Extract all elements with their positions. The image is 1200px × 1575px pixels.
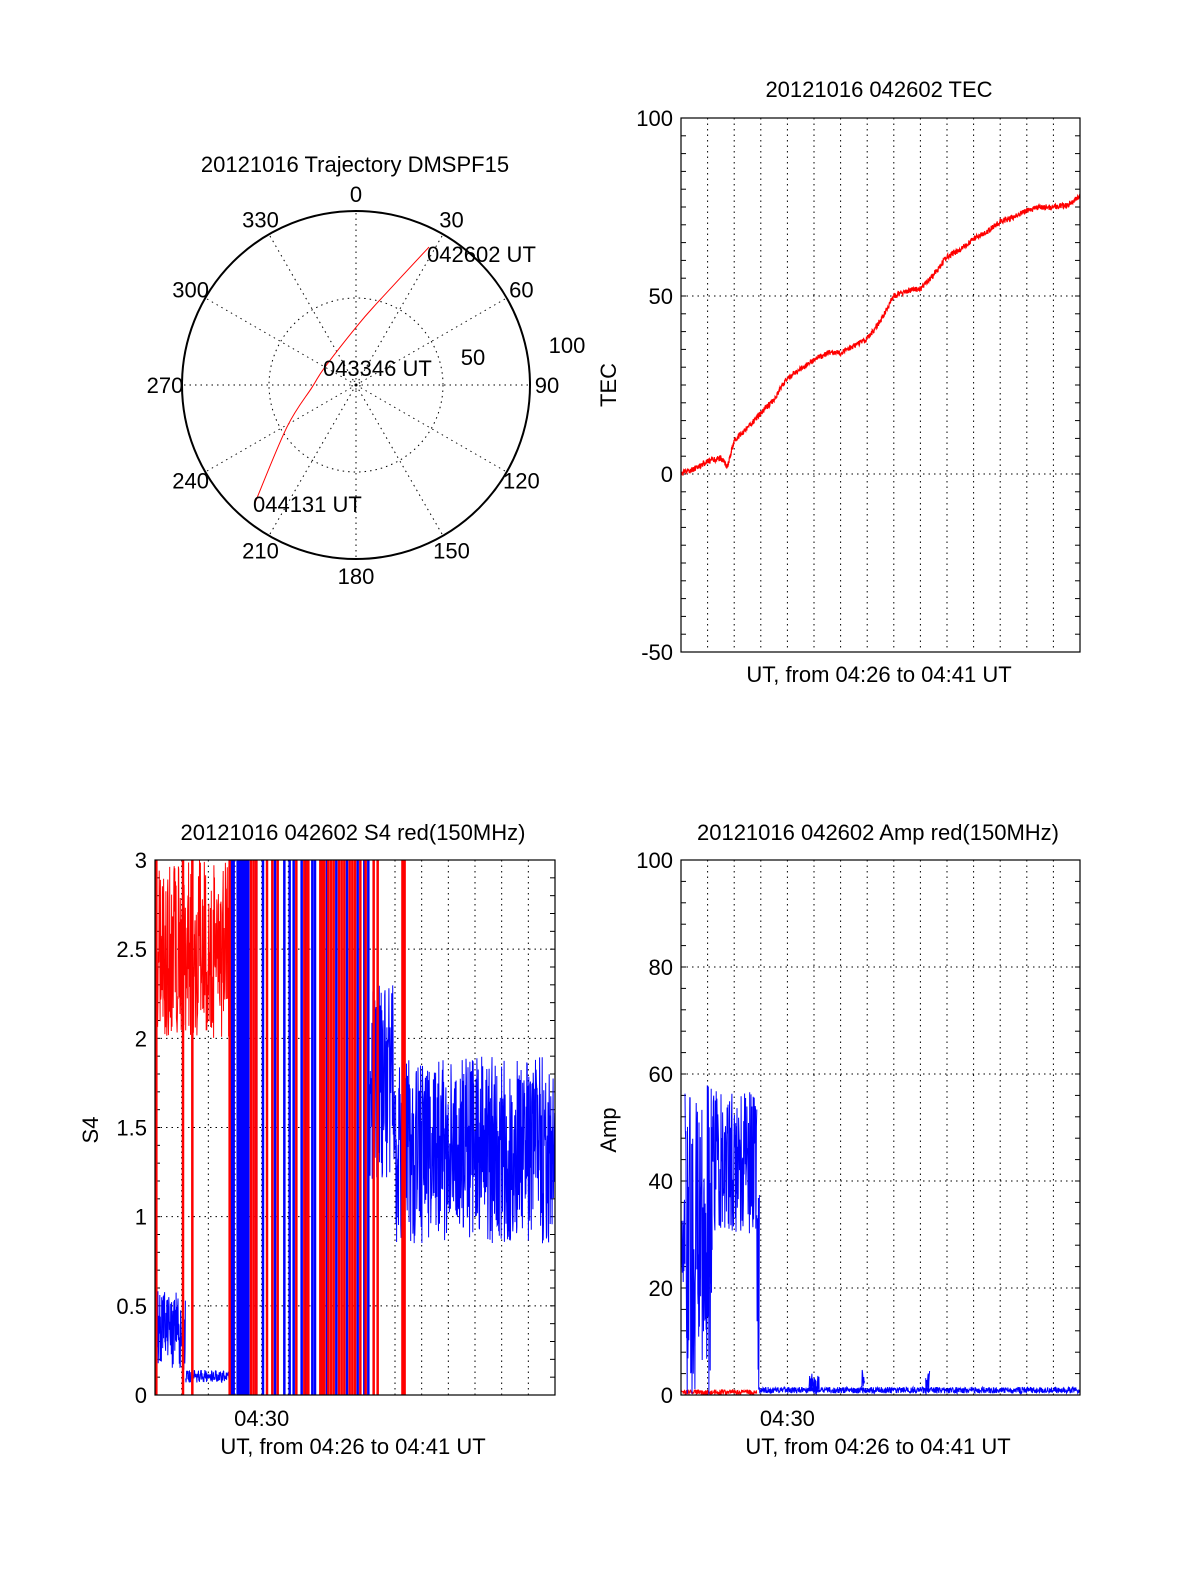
tec-title: 20121016 042602 TEC <box>765 77 992 102</box>
s4-title: 20121016 042602 S4 red(150MHz) <box>181 820 526 845</box>
polar-spoke <box>205 384 357 473</box>
y-tick-label: 50 <box>649 284 673 309</box>
y-tick-label: 0 <box>661 462 673 487</box>
trajectory-time-label: 043346 UT <box>323 356 432 381</box>
polar-radial-label: 100 <box>549 333 586 358</box>
polar-outer-circle <box>181 210 531 560</box>
trajectory-time-label: 042602 UT <box>427 242 536 267</box>
trajectory-line <box>254 246 430 504</box>
noise-band-amp-blue <box>925 1370 931 1395</box>
y-tick-label: 80 <box>649 955 673 980</box>
x-tick-label: 04:30 <box>760 1406 815 1431</box>
plot-frame <box>680 859 1081 1396</box>
polar-spoke <box>268 234 357 386</box>
noise-band-amp-blue <box>759 1385 1080 1395</box>
polar-angle-label: 180 <box>338 564 375 589</box>
polar-trajectory-chart: 20121016 Trajectory DMSPF15 0 30 60 90 120 15… <box>147 152 586 589</box>
polar-spoke <box>355 384 444 536</box>
y-tick-label: 2 <box>135 1026 147 1051</box>
polar-angle-label: 120 <box>503 469 540 494</box>
polar-radial-label: 50 <box>461 345 485 370</box>
series-line-tec <box>681 192 1080 476</box>
polar-angle-label: 240 <box>172 469 209 494</box>
polar-spoke <box>268 384 357 536</box>
noise-band-amp-blue <box>711 1091 758 1234</box>
y-tick-label: 100 <box>636 106 673 131</box>
polar-title: 20121016 Trajectory DMSPF15 <box>201 152 509 177</box>
polar-angle-label: 60 <box>509 278 533 303</box>
plot-area <box>155 860 555 1395</box>
noise-band-amp-blue <box>808 1373 820 1395</box>
noise-band-s4-blue <box>394 1056 555 1244</box>
noise-band-amp-blue <box>756 1194 760 1390</box>
polar-angle-label: 90 <box>535 373 559 398</box>
y-tick-label: 0.5 <box>116 1294 147 1319</box>
tec-ylabel: TEC <box>596 363 621 407</box>
polar-center-ring <box>351 380 361 390</box>
y-tick-label: -50 <box>641 640 673 665</box>
amp-ylabel: Amp <box>596 1107 621 1152</box>
noise-band-amp-red <box>681 1388 758 1395</box>
amp-chart: 20121016 042602 Amp red(150MHz) UT, from… <box>596 820 1081 1459</box>
polar-angle-label: 270 <box>147 373 184 398</box>
plot-frame <box>680 117 1081 653</box>
y-tick-label: 40 <box>649 1169 673 1194</box>
y-tick-label: 2.5 <box>116 937 147 962</box>
polar-angle-label: 0 <box>350 182 362 207</box>
y-tick-label: 1 <box>135 1205 147 1230</box>
noise-band-amp-blue <box>684 1085 713 1395</box>
s4-xlabel: UT, from 04:26 to 04:41 UT <box>220 1434 485 1459</box>
plot-area <box>681 1085 1080 1395</box>
tec-xlabel: UT, from 04:26 to 04:41 UT <box>746 662 1011 687</box>
polar-ring-50 <box>268 297 444 473</box>
polar-spoke <box>355 297 507 386</box>
plot-frame <box>154 859 556 1396</box>
polar-angle-label: 330 <box>242 208 279 233</box>
y-tick-label: 1.5 <box>116 1116 147 1141</box>
polar-angle-label: 300 <box>172 278 209 303</box>
polar-spoke <box>355 234 444 386</box>
polar-angle-label: 210 <box>242 538 279 563</box>
tec-chart: 20121016 042602 TEC UT, from 04:26 to 04… <box>596 77 1081 687</box>
y-tick-label: 20 <box>649 1276 673 1301</box>
y-tick-label: 3 <box>135 848 147 873</box>
s4-ylabel: S4 <box>78 1117 103 1144</box>
y-tick-label: 0 <box>661 1383 673 1408</box>
plot-area <box>681 192 1080 476</box>
polar-angle-label: 30 <box>439 208 463 233</box>
x-tick-label: 04:30 <box>234 1406 289 1431</box>
amp-title: 20121016 042602 Amp red(150MHz) <box>697 820 1059 845</box>
noise-band-s4-blue <box>155 1290 186 1370</box>
trajectory-time-label: 044131 UT <box>253 492 362 517</box>
polar-spoke <box>205 297 357 386</box>
polar-angle-label: 150 <box>433 538 470 563</box>
noise-band-amp-blue <box>861 1369 865 1388</box>
polar-spoke <box>355 384 507 473</box>
y-tick-label: 0 <box>135 1383 147 1408</box>
y-tick-label: 100 <box>636 848 673 873</box>
amp-xlabel: UT, from 04:26 to 04:41 UT <box>745 1434 1010 1459</box>
s4-chart: 20121016 042602 S4 red(150MHz) UT, from … <box>78 820 556 1459</box>
y-tick-label: 60 <box>649 1062 673 1087</box>
